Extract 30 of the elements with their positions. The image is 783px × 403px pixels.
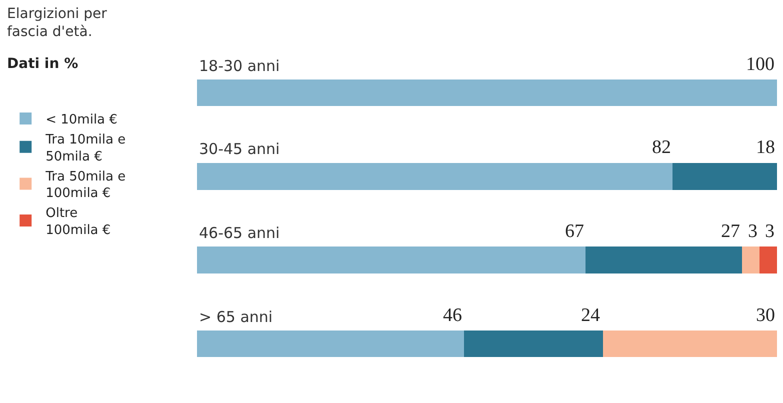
- text: Elargizioni per fascia d'età.: [7, 6, 108, 40]
- data-label: 82: [652, 137, 671, 158]
- bar: [197, 330, 464, 358]
- y-tick-label: 30-45 anni: [199, 140, 280, 158]
- bar: [197, 246, 586, 274]
- legend-label: Tra 50mila e 100mila €: [44, 169, 126, 202]
- data-label: 30: [756, 305, 775, 326]
- data-label: 67: [565, 221, 584, 242]
- y-tick-label: > 65 anni: [199, 308, 273, 326]
- bar: [672, 162, 777, 190]
- y-tick-label: 46-65 anni: [199, 224, 280, 242]
- legend-label: Tra 10mila e 50mila €: [44, 132, 126, 164]
- data-label: 46: [443, 305, 462, 326]
- bar: [464, 330, 603, 358]
- data-label: 3: [748, 221, 758, 242]
- data-label: 100: [746, 54, 774, 75]
- legend-label: Oltre 100mila €: [46, 206, 111, 238]
- bar: [586, 246, 742, 274]
- text: Dati in %: [7, 56, 78, 72]
- data-label: 18: [756, 137, 775, 158]
- bar: [603, 330, 777, 358]
- bar: [742, 246, 760, 274]
- y-tick-label: 18-30 anni: [199, 57, 280, 75]
- bar: [760, 246, 777, 274]
- data-label: 24: [581, 305, 600, 326]
- bar: [197, 162, 673, 190]
- data-label: 3: [765, 221, 774, 242]
- bar: [197, 79, 777, 106]
- legend-label: < 10mila €: [46, 112, 118, 128]
- data-label: 27: [721, 221, 740, 242]
